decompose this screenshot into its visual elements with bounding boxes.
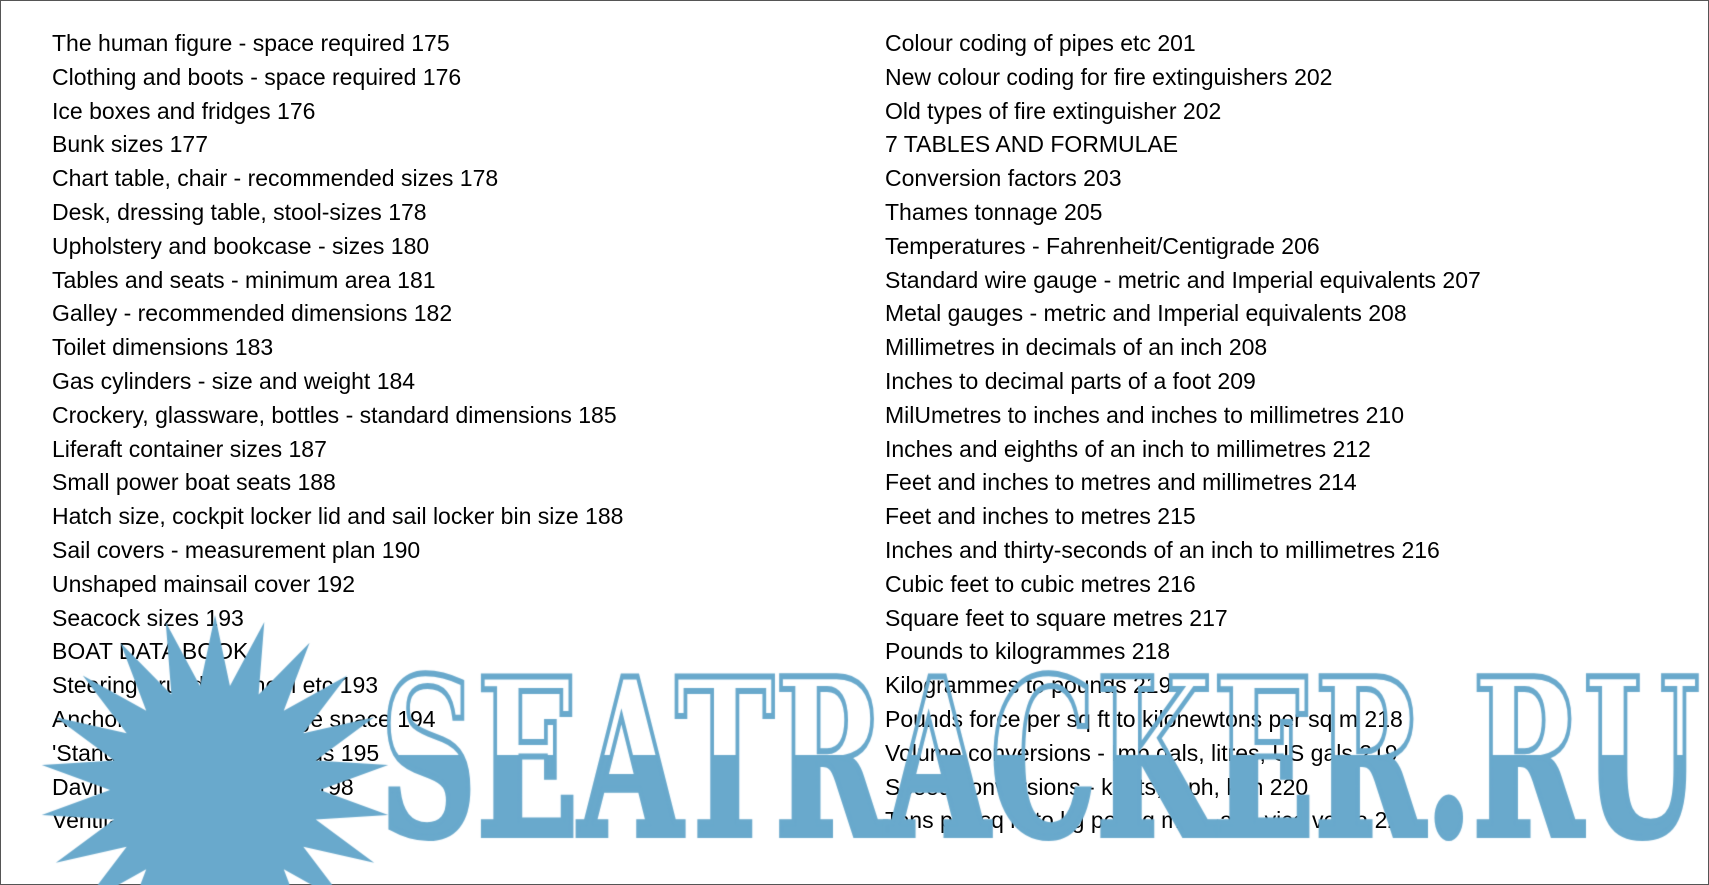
contents-entry: Standard wire gauge - metric and Imperia… [885,266,1481,293]
contents-entry: Volume conversions - Imp gals, litres, U… [885,739,1398,766]
contents-right-column: Colour coding of pipes etc 201 New colour… [885,27,1481,838]
contents-entry: Millimetres in decimals of an inch 208 [885,334,1268,361]
contents-entry: New colour coding for fire extinguishers… [885,63,1333,90]
contents-entry: Sail covers - measurement plan 190 [52,536,421,563]
contents-entry: 7 TABLES AND FORMULAE [885,131,1179,158]
contents-left-column: The human figure - space required 175 Clo… [52,27,623,838]
contents-entry: Thames tonnage 205 [885,198,1103,225]
contents-entry: Desk, dressing table, stool-sizes 178 [52,198,427,225]
contents-entry: Chart table, chair - recommended sizes 1… [52,165,499,192]
contents-entry: Small power boat seats 188 [52,469,336,496]
contents-entry: Speed conversions - knots, mph, kph 220 [885,773,1309,800]
contents-entry: Feet and inches to metres 215 [885,503,1196,530]
contents-entry: Feet and inches to metres and millimetre… [885,469,1357,496]
contents-entry: Davit strengths and sizes 198 [52,773,354,800]
contents-entry: Metal gauges - metric and Imperial equiv… [885,300,1407,327]
contents-entry: Crockery, glassware, bottles - standard … [52,401,617,428]
contents-entry: Square feet to square metres 217 [885,604,1228,631]
contents-entry: Pounds force per sq ft to kilonewtons pe… [885,705,1403,732]
contents-entry: BOAT DATA BOOK [52,638,249,665]
contents-entry: Ventilation 200 [52,807,203,834]
contents-entry: Gas cylinders - size and weight 184 [52,367,416,394]
contents-entry: Steering - rudder, wheel etc 193 [52,672,379,699]
contents-entry: Kilogrammes to pounds 219 [885,672,1172,699]
contents-entry: Clothing and boots - space required 176 [52,63,462,90]
contents-entry: Inches and eighths of an inch to millime… [885,435,1371,462]
contents-entry: Tons per sq in to kg per sq mm - and vic… [885,807,1413,834]
contents-entry: Galley - recommended dimensions 182 [52,300,453,327]
contents-entry: Colour coding of pipes etc 201 [885,30,1196,56]
contents-entry: Tables and seats - minimum area 181 [52,266,436,293]
contents-entry: Hatch size, cockpit locker lid and sail … [52,503,624,530]
contents-entry: Unshaped mainsail cover 192 [52,570,356,597]
contents-entry: Pounds to kilogrammes 218 [885,638,1171,665]
contents-entry: Inches to decimal parts of a foot 209 [885,367,1256,394]
contents-entry: Anchor cable and stowage space 194 [52,705,436,732]
contents-entry: 'Standard' bollards/fairleads 195 [52,739,380,766]
contents-entry: Old types of fire extinguisher 202 [885,97,1222,124]
contents-entry: Cubic feet to cubic metres 216 [885,570,1196,597]
contents-entry: Toilet dimensions 183 [52,334,274,361]
contents-entry: MilUmetres to inches and inches to milli… [885,401,1404,428]
contents-entry: Conversion factors 203 [885,165,1122,192]
contents-entry: The human figure - space required 175 [52,30,450,56]
contents-entry: Ice boxes and fridges 176 [52,97,316,124]
contents-entry: Bunk sizes 177 [52,131,208,158]
contents-entry: Liferaft container sizes 187 [52,435,327,462]
contents-entry: Temperatures - Fahrenheit/Centigrade 206 [885,232,1320,259]
contents-entry: Seacock sizes 193 [52,604,244,631]
contents-entry: Inches and thirty-seconds of an inch to … [885,536,1440,563]
contents-entry: Upholstery and bookcase - sizes 180 [52,232,430,259]
